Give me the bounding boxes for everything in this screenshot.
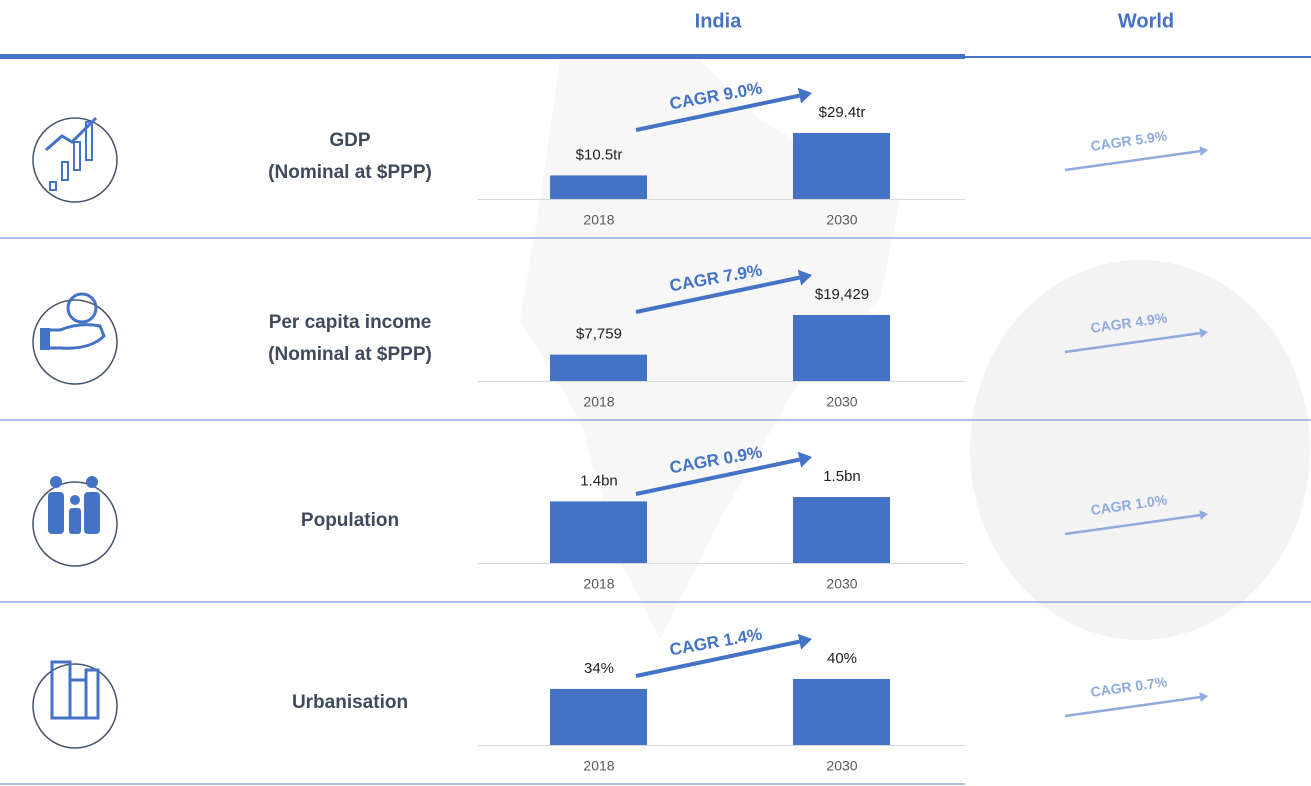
icon-coin [66,292,98,324]
world-cagr-arrow [1064,146,1208,172]
world-cagr: CAGR 5.9% [1090,127,1169,154]
icon-bar [85,121,93,161]
value-label: 40% [827,650,857,667]
india-cagr-arrow-head [797,87,812,104]
world-cagr-arrow [1064,510,1208,536]
icon-child-head [70,495,80,505]
india-cagr-arrow [635,451,812,496]
row-title: GDP [329,130,371,151]
bar [793,315,890,381]
icon-trend [45,116,98,152]
world-cagr: CAGR 0.7% [1090,673,1169,700]
icon-head [50,476,62,488]
icon-body [48,492,64,534]
icon-hand [40,323,106,350]
x-tick-label: 2018 [583,758,614,774]
header-rule-world [965,56,1311,58]
bar [550,354,647,381]
row-title: Population [301,510,399,531]
x-tick-label: 2030 [826,394,857,410]
bar [550,501,647,563]
icon-circle [32,299,118,385]
india-cagr-arrow [635,269,812,314]
world-cagr-arrow [1064,328,1208,354]
india-cagr-arrow-head [797,269,812,286]
value-label: $29.4tr [819,104,866,121]
icon-bar [73,141,81,171]
india-cagr-arrow-head [797,633,812,650]
x-tick-label: 2030 [826,212,857,228]
world-cagr-arrow-head [1199,692,1208,703]
row-icon [32,116,118,203]
x-tick-label: 2018 [583,212,614,228]
value-label: 1.5bn [823,468,861,485]
icon-body [84,492,100,534]
x-tick-label: 2030 [826,758,857,774]
value-label: $7,759 [576,326,622,343]
india-map-background [520,60,900,640]
bar [793,133,890,199]
world-cagr-arrow-shaft [1064,149,1201,172]
x-tick-label: 2030 [826,576,857,592]
value-label: 1.4bn [580,472,618,489]
row-icon [32,660,118,749]
globe-background [970,260,1310,640]
icon-bar [49,181,57,191]
icon-building [84,668,100,720]
header-rule [0,54,965,59]
icon-child-body [69,508,81,534]
india-cagr-arrow-head [797,451,812,468]
world-cagr-arrow-head [1199,328,1208,339]
world-cagr-arrow [1064,692,1208,718]
row-title: Per capita income [269,312,432,333]
bar [550,175,647,199]
india-cagr-arrow-shaft [635,93,800,132]
icon-circle [32,663,118,749]
row-icon [32,476,118,567]
india-cagr-arrow-shaft [635,457,800,496]
x-tick-label: 2018 [583,394,614,410]
value-label: 34% [584,660,614,677]
row-icon [32,292,118,385]
india-cagr-arrow-shaft [635,639,800,678]
bar [793,497,890,563]
india-header: India [695,10,743,32]
icon-cuff [40,328,50,350]
world-cagr-arrow-shaft [1064,695,1201,718]
icon-head [86,476,98,488]
world-cagr-arrow-shaft [1064,331,1201,354]
row-subtitle: (Nominal at $PPP) [268,162,432,183]
bar [793,679,890,745]
row-subtitle: (Nominal at $PPP) [268,344,432,365]
world-cagr-arrow-shaft [1064,513,1201,536]
world-header: World [1118,10,1174,32]
india-cagr-arrow [635,633,812,678]
world-cagr-arrow-head [1199,146,1208,157]
india-cagr-arrow [635,87,812,132]
india-cagr-arrow-shaft [635,275,800,314]
bar [550,688,647,745]
value-label: $10.5tr [576,146,623,163]
value-label: $19,429 [815,286,869,303]
world-cagr-arrow-head [1199,510,1208,521]
row-title: Urbanisation [292,692,408,713]
icon-bar [61,161,69,181]
x-tick-label: 2018 [583,576,614,592]
